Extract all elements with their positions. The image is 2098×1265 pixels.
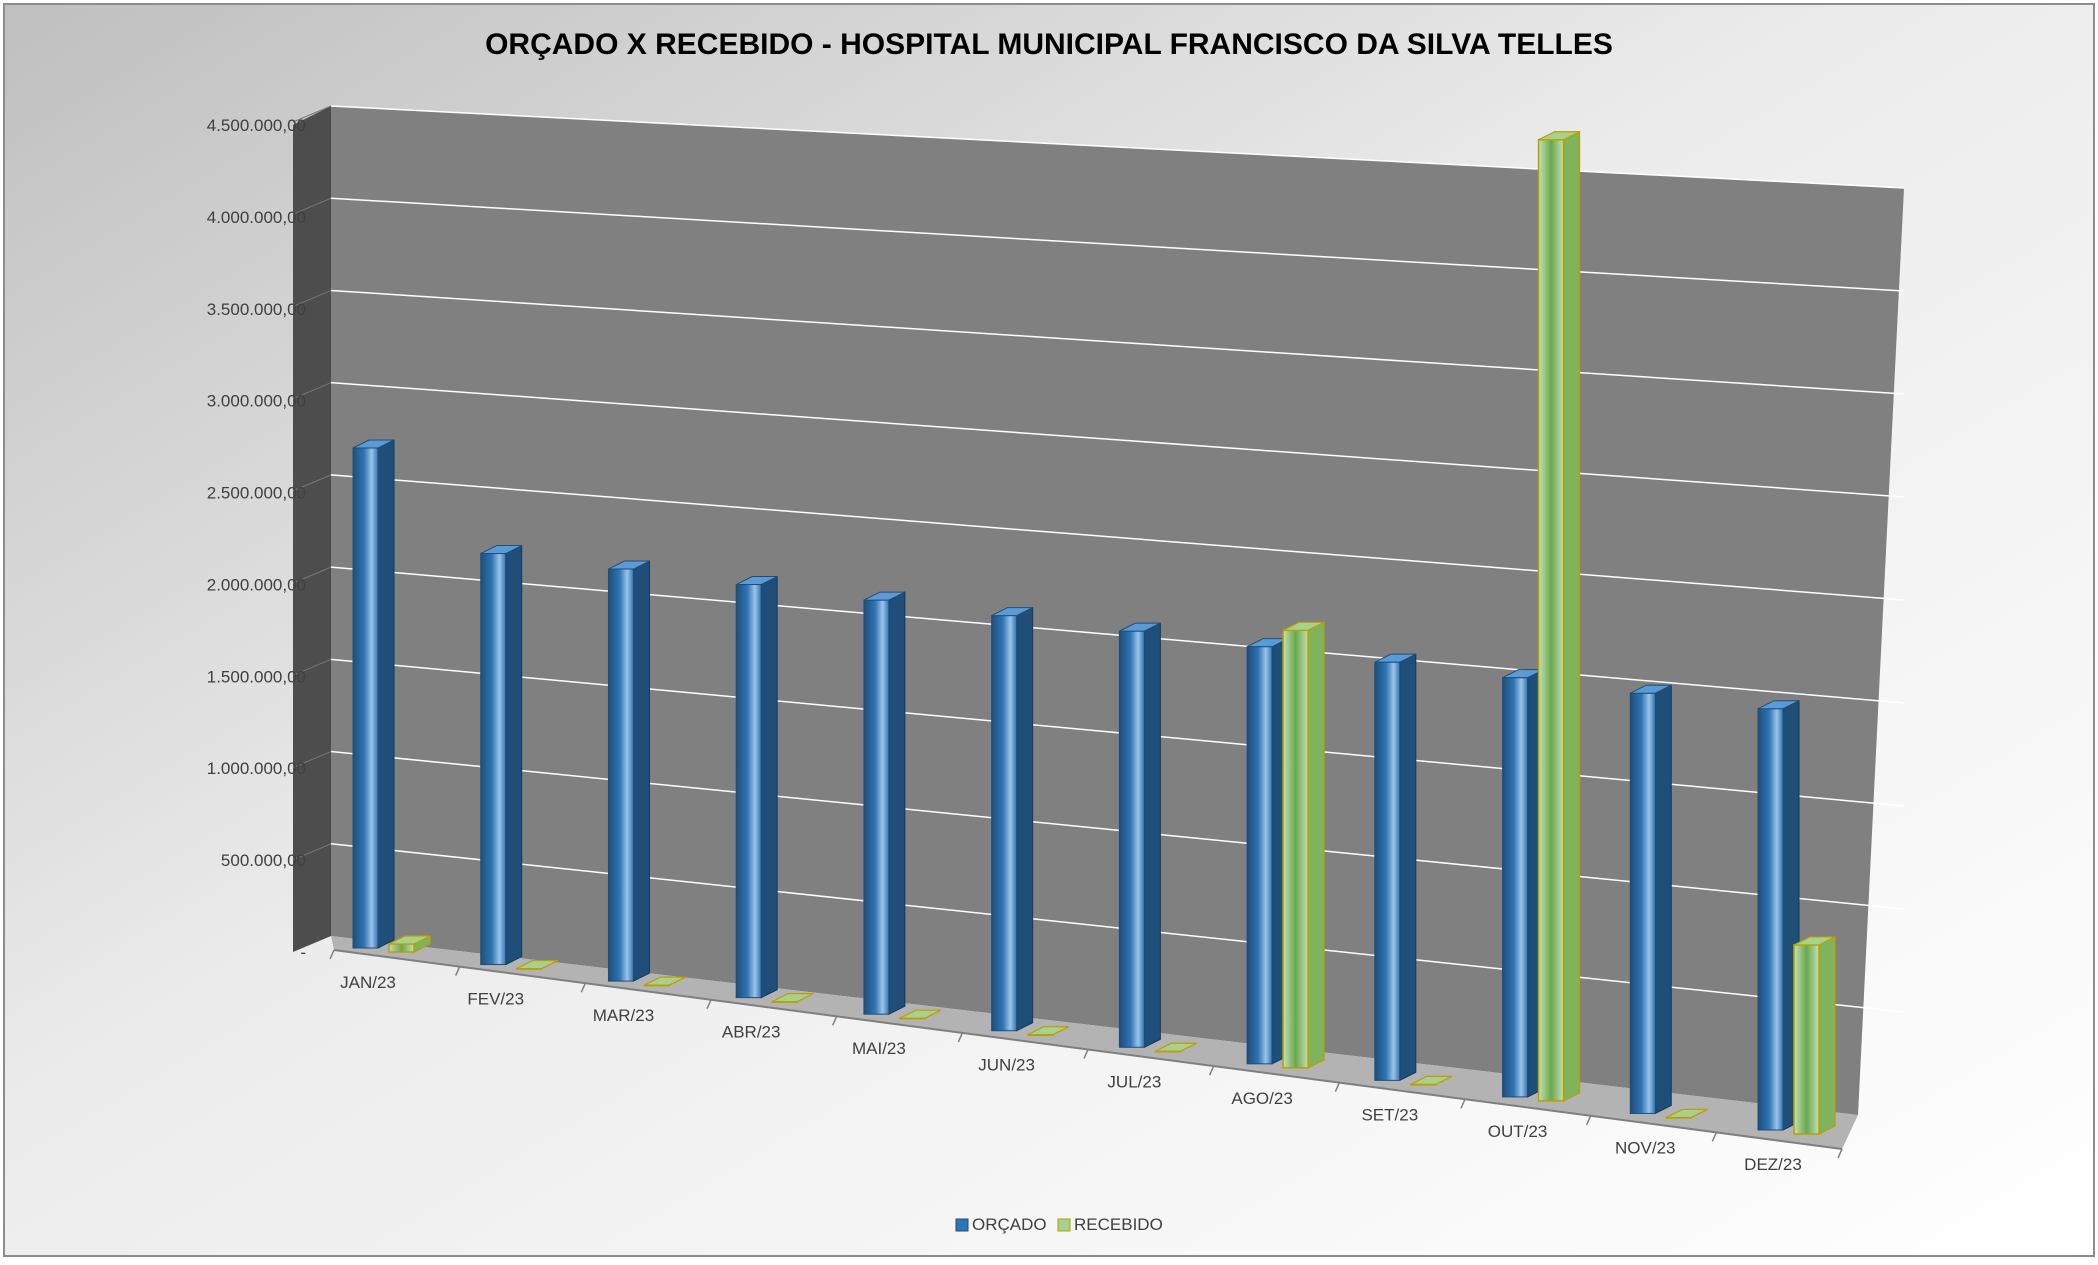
gridline-side: [292, 289, 332, 307]
x-tick-mark: [1208, 1065, 1215, 1076]
legend: ORÇADO RECEBIDO: [955, 1215, 1163, 1234]
bar-recebido-JUL/23: [1154, 1042, 1197, 1053]
bar-recebido-DEZ/23: [1793, 935, 1836, 1135]
x-tick-label: AGO/23: [1231, 1089, 1292, 1108]
x-tick-label: FEV/23: [467, 990, 524, 1009]
x-tick-label: MAR/23: [593, 1006, 654, 1025]
gridline: [330, 381, 1905, 498]
bar-orcado-OUT/23: [1502, 668, 1545, 1098]
bar-recebido-MAI/23: [899, 1009, 942, 1020]
x-tick-mark: [329, 949, 335, 960]
legend-swatch-orcado: [955, 1218, 969, 1232]
x-tick-label: OUT/23: [1488, 1122, 1548, 1141]
x-tick-mark: [1083, 1049, 1089, 1059]
x-tick-mark: [957, 1032, 964, 1043]
y-tick-label: 4.000.000,00: [207, 208, 306, 227]
bar-orcado-DEZ/23: [1757, 699, 1800, 1131]
bar-recebido-FEV/23: [515, 959, 558, 970]
gridline: [330, 474, 1905, 601]
legend-swatch-recebido: [1057, 1218, 1071, 1232]
y-tick-label: 3.000.000,00: [207, 392, 306, 411]
x-tick-label: JUN/23: [978, 1056, 1035, 1075]
x-tick-mark: [454, 966, 461, 976]
bar-recebido-AGO/23: [1282, 621, 1325, 1069]
y-tick-label: 1.500.000,00: [207, 667, 306, 686]
x-tick-mark: [1585, 1115, 1592, 1126]
gridline: [330, 566, 1905, 704]
chart-title: ORÇADO X RECEBIDO - HOSPITAL MUNICIPAL F…: [485, 28, 1613, 61]
bar-recebido-SET/23: [1410, 1075, 1453, 1086]
y-tick-label: 2.000.000,00: [207, 575, 306, 594]
gridline-side: [292, 843, 332, 861]
bar-orcado-JUN/23: [991, 606, 1034, 1032]
y-tick-label: 4.500.000,00: [207, 116, 306, 135]
gridline-side: [292, 382, 332, 400]
x-tick-mark: [831, 1016, 838, 1026]
bar-recebido-OUT/23: [1537, 130, 1581, 1102]
bar-orcado-JUL/23: [1118, 622, 1161, 1049]
bar-orcado-ABR/23: [735, 575, 778, 999]
x-tick-label: ABR/23: [722, 1023, 781, 1042]
bar-recebido-NOV/23: [1665, 1108, 1708, 1119]
y-tick-label: -: [300, 943, 306, 962]
gridline-side: [292, 658, 332, 676]
gridline-side: [292, 566, 332, 584]
x-tick-mark: [1334, 1082, 1341, 1092]
gridline: [330, 289, 1905, 395]
bar-recebido-JAN/23: [388, 935, 431, 953]
x-tick-mark: [580, 982, 587, 993]
bars: [352, 130, 1836, 1135]
bar-recebido-ABR/23: [771, 993, 814, 1003]
bar-orcado-MAI/23: [863, 591, 906, 1015]
x-axis-ticks: JAN/23 FEV/23 MAR/23 ABR/23 MAI/23 JUN/23 JUL/…: [329, 949, 1843, 1174]
floor: [331, 936, 1858, 1149]
y-axis-ticks: - 500.000,00 1.000.000,00 1.500.000,00 2.000…: [207, 116, 306, 962]
x-tick-label: SET/23: [1361, 1105, 1418, 1124]
bar-orcado-MAR/23: [607, 560, 650, 982]
y-tick-label: 1.000.000,00: [207, 759, 306, 778]
legend-label-orcado: ORÇADO: [972, 1215, 1047, 1234]
legend-label-recebido: RECEBIDO: [1074, 1215, 1163, 1234]
bar-orcado-NOV/23: [1629, 684, 1672, 1115]
gridline: [330, 105, 1905, 189]
y-tick-label: 2.500.000,00: [207, 484, 306, 503]
bar-orcado-SET/23: [1374, 653, 1417, 1082]
gridline-side: [292, 197, 332, 215]
y-tick-label: 3.500.000,00: [207, 300, 306, 319]
side-wall: [293, 106, 331, 952]
x-tick-mark: [706, 999, 712, 1010]
gridline: [330, 197, 1905, 292]
x-tick-label: DEZ/23: [1744, 1155, 1802, 1174]
x-tick-mark: [1460, 1098, 1466, 1109]
x-tick-mark: [1837, 1148, 1843, 1159]
gridline-side: [292, 751, 332, 769]
x-tick-label: NOV/23: [1615, 1138, 1675, 1157]
x-tick-mark: [1711, 1132, 1718, 1142]
y-tick-label: 500.000,00: [221, 851, 306, 870]
x-tick-label: JAN/23: [340, 973, 396, 992]
gridline-side: [292, 474, 332, 492]
gridline-side: [292, 105, 332, 123]
bar-orcado-AGO/23: [1246, 637, 1289, 1065]
bar-recebido-JUN/23: [1026, 1026, 1069, 1036]
bar-recebido-MAR/23: [643, 976, 686, 987]
x-tick-label: JUL/23: [1107, 1072, 1161, 1091]
bar-orcado-FEV/23: [480, 544, 523, 966]
bar-orcado-JAN/23: [352, 439, 395, 949]
x-tick-label: MAI/23: [852, 1039, 906, 1058]
